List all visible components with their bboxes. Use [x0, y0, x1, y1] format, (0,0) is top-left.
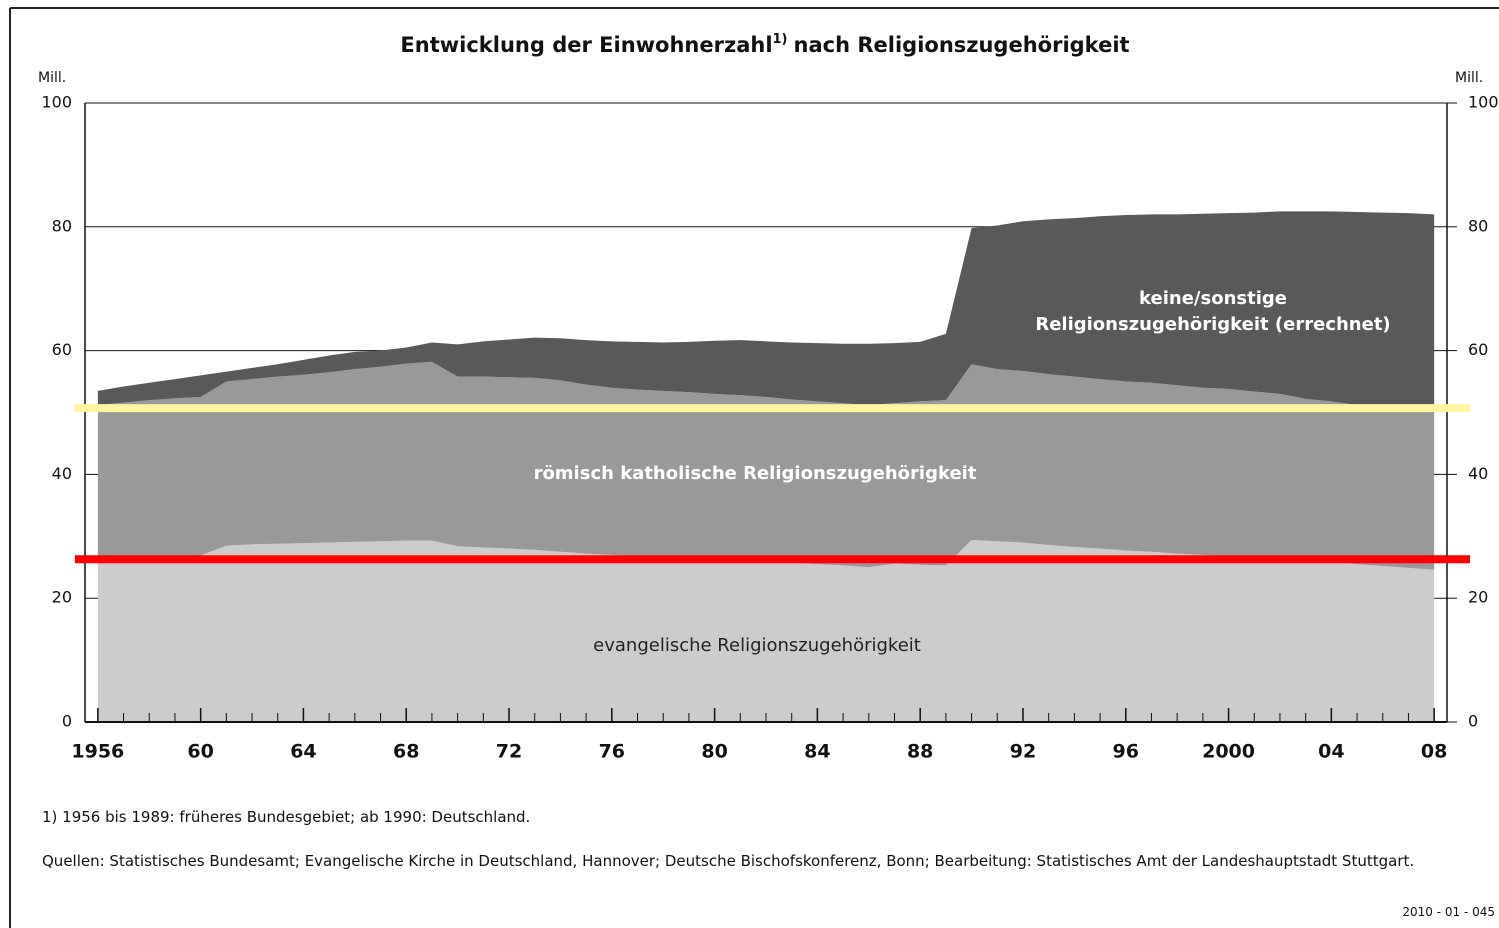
x-tick-label: 68 — [393, 741, 419, 763]
series-label: römisch katholische Religionszugehörigke… — [533, 463, 977, 484]
x-tick-label: 1956 — [71, 741, 124, 763]
area — [97, 361, 1435, 570]
y2-tick-label: 60 — [1468, 340, 1488, 359]
x-tick-label: 76 — [599, 741, 625, 763]
x-tick-label: 84 — [804, 741, 830, 763]
x-tick-label: 72 — [496, 741, 522, 763]
y-tick-label: 0 — [62, 712, 72, 731]
y2-unit: Mill. — [1455, 70, 1483, 86]
x-tick-label: 08 — [1421, 741, 1447, 763]
area — [97, 211, 1435, 413]
x-tick-label: 88 — [907, 741, 933, 763]
y2-tick-label: 100 — [1468, 93, 1499, 112]
y-tick-label: 80 — [52, 216, 72, 235]
y2-tick-label: 80 — [1468, 216, 1488, 235]
area — [97, 540, 1435, 722]
code: 2010 - 01 - 045 — [1402, 905, 1495, 919]
x-tick-label: 04 — [1318, 741, 1344, 763]
y-tick-label: 60 — [52, 340, 72, 359]
title-rest: nach Religionszugehörigkeit — [794, 33, 1130, 57]
title-main: Entwicklung der Einwohnerzahl — [400, 33, 772, 57]
y-tick-label: 40 — [52, 464, 72, 483]
series-label: evangelische Religionszugehörigkeit — [593, 635, 921, 656]
y-tick-label: 100 — [41, 93, 72, 112]
y2-tick-label: 20 — [1468, 588, 1488, 607]
x-tick-label: 60 — [187, 741, 213, 763]
title-superscript: 1) — [773, 32, 788, 47]
y2-tick-label: 0 — [1468, 712, 1478, 731]
y-tick-label: 20 — [52, 588, 72, 607]
y-unit: Mill. — [38, 70, 66, 86]
x-tick-label: 96 — [1113, 741, 1139, 763]
source: Quellen: Statistisches Bundesamt; Evange… — [42, 852, 1415, 870]
x-tick-label: 2000 — [1202, 741, 1255, 763]
x-tick-label: 64 — [290, 741, 316, 763]
series-label: keine/sonstige Religionszugehörigkeit (e… — [1035, 288, 1391, 335]
footnote: 1) 1956 bis 1989: früheres Bundesgebiet;… — [42, 808, 531, 826]
y2-tick-label: 40 — [1468, 464, 1488, 483]
x-tick-label: 92 — [1010, 741, 1036, 763]
x-tick-label: 80 — [701, 741, 727, 763]
chart-title: Entwicklung der Einwohnerzahl1) nach Reli… — [400, 32, 1129, 58]
